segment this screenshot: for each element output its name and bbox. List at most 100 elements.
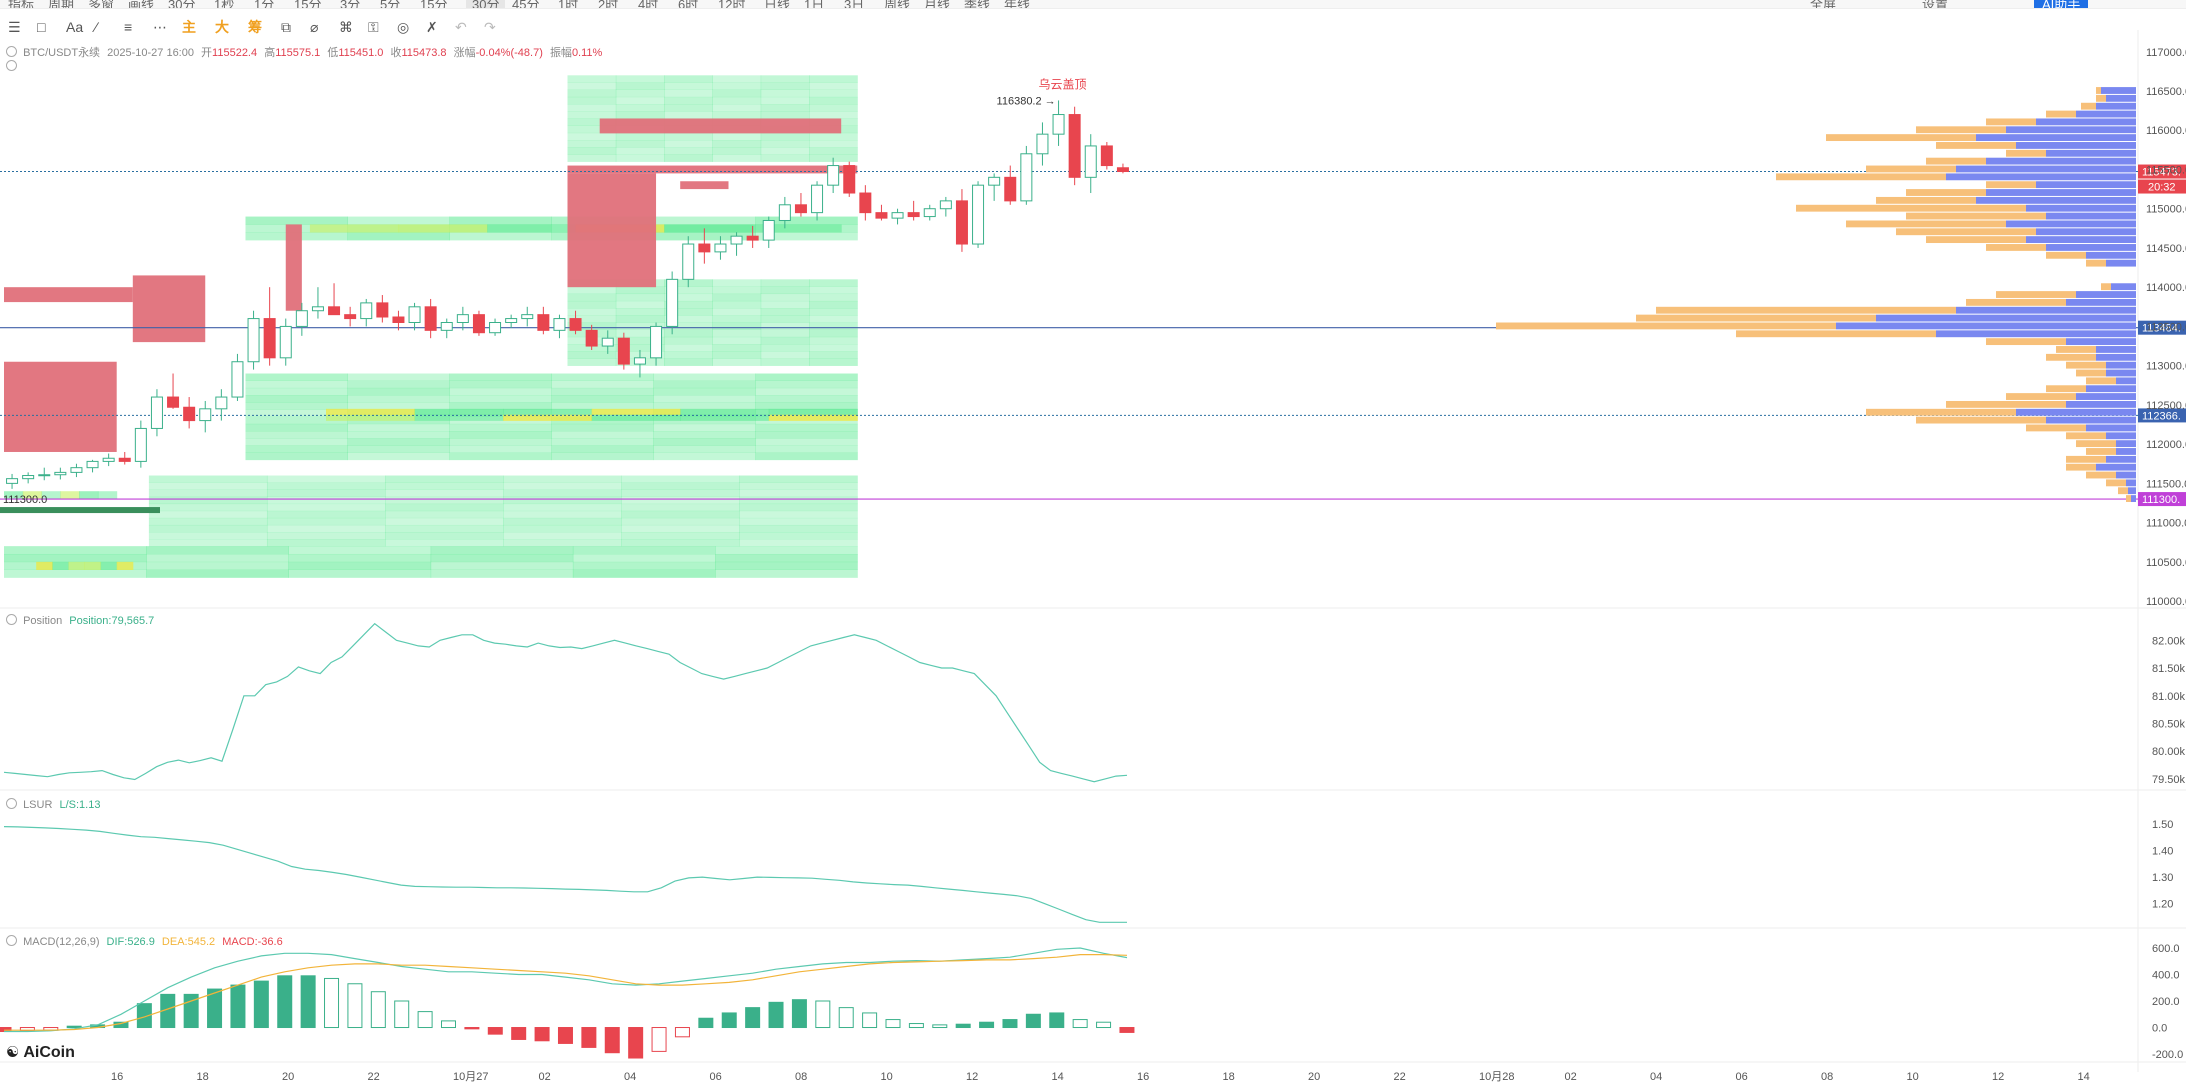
heatmap-cell bbox=[809, 279, 858, 287]
heatmap-cell bbox=[551, 445, 654, 453]
heatmap-cell bbox=[414, 408, 504, 416]
candle-down bbox=[118, 457, 131, 462]
collapse-icon[interactable] bbox=[6, 46, 17, 57]
top-right-item[interactable]: 全屏 bbox=[1810, 0, 1837, 9]
heatmap-cell bbox=[615, 315, 665, 323]
toolbar-tool-icon[interactable]: ⌀ bbox=[310, 19, 319, 35]
candle-down bbox=[746, 235, 759, 241]
heatmap-cell bbox=[712, 293, 762, 302]
period-tab[interactable]: 周期 bbox=[48, 0, 75, 9]
period-tab[interactable]: 30分 bbox=[168, 0, 196, 9]
volume-profile-buy-bar bbox=[1986, 157, 2136, 165]
toolbar-tool-icon[interactable]: □ bbox=[37, 19, 46, 35]
candle-up bbox=[939, 200, 952, 210]
macd-bar-positive bbox=[66, 1025, 82, 1029]
heatmap-cell bbox=[809, 351, 858, 359]
period-tab[interactable]: 年线 bbox=[1004, 0, 1031, 9]
macd-bar-positive bbox=[1002, 1019, 1018, 1029]
heatmap-cell bbox=[615, 111, 665, 119]
position-line-axis-tick: 81.50k bbox=[2152, 663, 2186, 675]
toolbar-tool-icon[interactable]: ↷ bbox=[484, 19, 496, 35]
period-tab[interactable]: 多窗 bbox=[88, 0, 115, 9]
period-tab[interactable]: 季线 bbox=[964, 0, 991, 9]
volume-profile-sell-bar bbox=[2096, 94, 2106, 102]
toolbar-tool-icon[interactable]: ◎ bbox=[397, 19, 410, 35]
period-tab[interactable]: 12时 bbox=[718, 0, 746, 9]
period-tab[interactable]: 4时 bbox=[638, 0, 659, 9]
period-tab[interactable]: 1日 bbox=[804, 0, 825, 9]
period-tab[interactable]: 15分 bbox=[420, 0, 448, 9]
open-value: 115522.4 bbox=[212, 47, 258, 59]
period-tab[interactable]: 3分 bbox=[340, 0, 361, 9]
period-tab[interactable]: 6时 bbox=[678, 0, 699, 9]
toolbar-toggle[interactable]: 筹 bbox=[248, 19, 262, 35]
toolbar-tool-icon[interactable]: ↶ bbox=[455, 19, 467, 35]
collapse-icon[interactable] bbox=[6, 614, 17, 625]
top-right-item[interactable]: 设置 bbox=[1922, 0, 1949, 9]
time-axis-tick: 08 bbox=[1821, 1071, 1833, 1082]
heatmap-cell bbox=[567, 351, 617, 359]
heatmap-cell bbox=[567, 147, 617, 155]
position-line-axis-tick: 79.50k bbox=[2152, 774, 2186, 786]
bell-icon[interactable] bbox=[6, 935, 17, 946]
price-axis-tick: 113000.0 bbox=[2146, 361, 2186, 373]
period-tab[interactable]: 45分 bbox=[512, 0, 540, 9]
settings-circle-icon[interactable] bbox=[6, 60, 17, 71]
toolbar-tool-icon[interactable]: Aa bbox=[66, 19, 84, 35]
toolbar-tool-icon[interactable]: ⧉ bbox=[281, 19, 291, 35]
price-axis-tick: 112500.0 bbox=[2146, 400, 2186, 412]
time-axis-tick: 12 bbox=[966, 1071, 978, 1082]
toolbar-tool-icon[interactable]: ⋯ bbox=[153, 19, 167, 35]
period-tab[interactable]: 3日 bbox=[844, 0, 865, 9]
period-tab[interactable]: 日线 bbox=[764, 0, 791, 9]
candle-up bbox=[70, 467, 83, 473]
period-tab[interactable]: 5分 bbox=[380, 0, 401, 9]
toolbar-tool-icon[interactable]: ≡ bbox=[124, 19, 133, 35]
candle-up bbox=[456, 314, 469, 323]
ai-assistant-button[interactable]: AI助手 bbox=[2034, 0, 2089, 8]
macd-bar-positive bbox=[908, 1023, 924, 1029]
candle-up bbox=[408, 306, 421, 323]
heatmap-cell bbox=[347, 423, 450, 432]
period-tab[interactable]: 1时 bbox=[558, 0, 579, 9]
heatmap-cell bbox=[503, 524, 622, 533]
price-tag-background bbox=[2138, 408, 2186, 423]
heatmap-cell bbox=[551, 402, 654, 410]
period-tab[interactable]: 30分 bbox=[466, 0, 506, 8]
heatmap-cell bbox=[809, 104, 858, 112]
toolbar-toggle[interactable]: 大 bbox=[215, 19, 229, 35]
candle-up bbox=[134, 427, 147, 462]
settings-toggle[interactable] bbox=[6, 60, 20, 73]
toolbar-toggle[interactable]: 主 bbox=[182, 19, 196, 35]
macd-bar-positive bbox=[1025, 1013, 1041, 1029]
toolbar-tool-icon[interactable]: ⚿ bbox=[368, 19, 379, 35]
collapse-icon[interactable] bbox=[6, 798, 17, 809]
heatmap-cell bbox=[347, 431, 450, 439]
volume-profile-buy-bar bbox=[1976, 134, 2136, 142]
heatmap-cell bbox=[503, 489, 622, 498]
price-tag-label: 113484. bbox=[2142, 323, 2181, 335]
toolbar-tool-icon[interactable]: ☰ bbox=[8, 19, 21, 35]
period-tab[interactable]: 画线 bbox=[128, 0, 155, 9]
period-tab[interactable]: 月线 bbox=[924, 0, 951, 9]
period-tab[interactable]: 15分 bbox=[294, 0, 322, 9]
period-tab[interactable]: 1分 bbox=[254, 0, 275, 9]
toolbar-tool-icon[interactable]: ✗ bbox=[426, 19, 438, 35]
heatmap-cell bbox=[245, 445, 348, 453]
period-tab[interactable]: 2时 bbox=[598, 0, 619, 9]
period-tab[interactable]: 周线 bbox=[884, 0, 911, 9]
toolbar-tool-icon[interactable]: ⌘ bbox=[339, 19, 353, 35]
period-tab[interactable]: 指标 bbox=[8, 0, 35, 9]
period-tab[interactable]: 1秒 bbox=[214, 0, 235, 9]
candle-up bbox=[891, 212, 904, 219]
volume-profile-buy-bar bbox=[2026, 236, 2136, 244]
price-axis-tick: 110000.0 bbox=[2146, 596, 2186, 608]
heatmap-cell bbox=[266, 517, 386, 526]
volume-profile-sell-bar bbox=[1926, 236, 2026, 244]
heatmap-cell bbox=[664, 322, 713, 330]
heatmap-cell bbox=[615, 322, 665, 330]
volume-profile-buy-bar bbox=[1976, 196, 2136, 204]
heatmap-cell bbox=[621, 489, 740, 498]
toolbar-tool-icon[interactable]: ∕ bbox=[95, 19, 98, 35]
